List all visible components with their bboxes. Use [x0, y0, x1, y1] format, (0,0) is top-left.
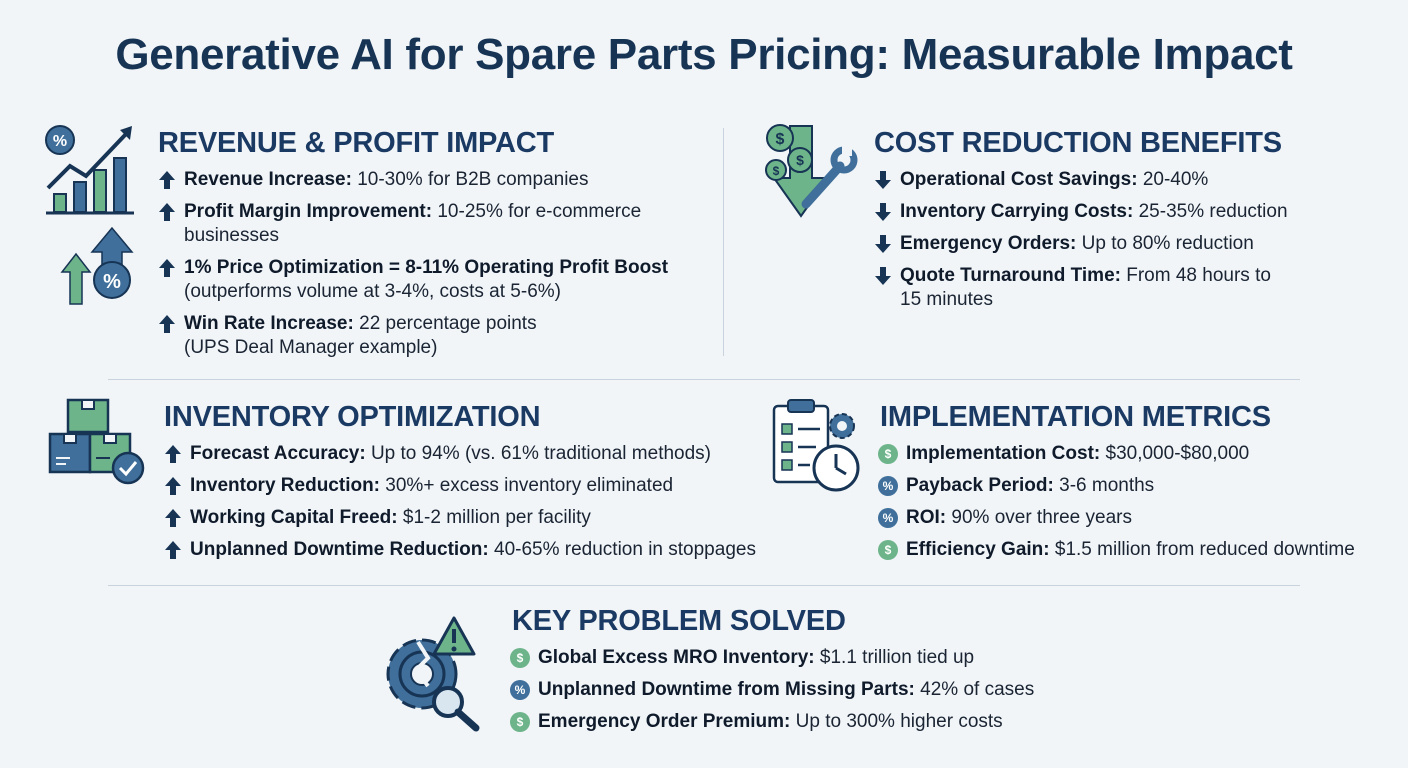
section-heading: REVENUE & PROFIT IMPACT	[158, 127, 555, 159]
list-item: Emergency Orders: Up to 80% reduction	[874, 232, 1288, 256]
section-heading: INVENTORY OPTIMIZATION	[164, 401, 541, 433]
arrow-up-icon	[165, 541, 181, 559]
list-item: % Unplanned Downtime from Missing Parts:…	[510, 678, 1034, 702]
list-item: Forecast Accuracy: Up to 94% (vs. 61% tr…	[164, 442, 756, 466]
page-title: Generative AI for Spare Parts Pricing: M…	[115, 30, 1293, 79]
arrow-up-icon	[165, 509, 181, 527]
arrow-down-icon	[875, 235, 891, 253]
dollar-coin-icon: $	[510, 712, 530, 732]
list-item: $ Implementation Cost: $30,000-$80,000	[878, 442, 1355, 466]
list-item: Win Rate Increase: 22 percentage points …	[158, 312, 668, 360]
broken-gear-warning-icon	[386, 616, 480, 732]
percent-coin-icon: %	[878, 476, 898, 496]
section-heading: KEY PROBLEM SOLVED	[512, 605, 846, 637]
list-item: $ Global Excess MRO Inventory: $1.1 tril…	[510, 646, 1034, 670]
arrow-down-icon	[875, 267, 891, 285]
list-item: Profit Margin Improvement: 10-25% for e-…	[158, 200, 668, 248]
section-inventory: INVENTORY OPTIMIZATION Forecast Accuracy…	[164, 400, 756, 570]
svg-text:%: %	[103, 271, 121, 293]
arrow-up-icon	[159, 259, 175, 277]
arrow-up-icon	[165, 445, 181, 463]
list-item: $ Emergency Order Premium: Up to 300% hi…	[510, 710, 1034, 734]
svg-text:%: %	[53, 133, 67, 150]
dollar-coin-icon: $	[510, 648, 530, 668]
section-revenue: REVENUE & PROFIT IMPACT Revenue Increase…	[158, 126, 668, 368]
dollar-coin-icon: $	[878, 444, 898, 464]
list-item: 1% Price Optimization = 8-11% Operating …	[158, 256, 668, 304]
clipboard-clock-icon	[772, 399, 860, 492]
growth-chart-icon: % %	[45, 125, 134, 305]
dollar-coin-icon: $	[878, 540, 898, 560]
arrow-up-icon	[159, 315, 175, 333]
list-item: Inventory Reduction: 30%+ excess invento…	[164, 474, 756, 498]
section-heading: IMPLEMENTATION METRICS	[880, 401, 1271, 433]
boxes-icon	[48, 398, 145, 485]
list-item: % ROI: 90% over three years	[878, 506, 1355, 530]
list-item: Revenue Increase: 10-30% for B2B compani…	[158, 168, 668, 192]
arrow-down-icon	[875, 203, 891, 221]
list-item: Working Capital Freed: $1-2 million per …	[164, 506, 756, 530]
svg-text:$: $	[773, 164, 780, 178]
svg-text:$: $	[776, 131, 785, 148]
vertical-divider	[723, 128, 724, 356]
list-item: % Payback Period: 3-6 months	[878, 474, 1355, 498]
list-item: Inventory Carrying Costs: 25-35% reducti…	[874, 200, 1288, 224]
arrow-up-icon	[159, 171, 175, 189]
section-problem: KEY PROBLEM SOLVED $ Global Excess MRO I…	[510, 604, 1034, 742]
arrow-up-icon	[159, 203, 175, 221]
list-item: Unplanned Downtime Reduction: 40-65% red…	[164, 538, 756, 562]
list-item: Operational Cost Savings: 20-40%	[874, 168, 1288, 192]
section-implementation: IMPLEMENTATION METRICS $ Implementation …	[878, 400, 1355, 570]
svg-text:$: $	[796, 152, 804, 168]
section-cost: COST REDUCTION BENEFITS Operational Cost…	[874, 126, 1288, 320]
list-item: Quote Turnaround Time: From 48 hours to …	[874, 264, 1288, 312]
arrow-up-icon	[165, 477, 181, 495]
horizontal-divider-top	[108, 379, 1300, 380]
section-heading: COST REDUCTION BENEFITS	[874, 127, 1282, 159]
horizontal-divider-bottom	[108, 585, 1300, 586]
percent-coin-icon: %	[878, 508, 898, 528]
cost-down-icon: $ $ $	[765, 124, 858, 218]
percent-coin-icon: %	[510, 680, 530, 700]
list-item: $ Efficiency Gain: $1.5 million from red…	[878, 538, 1355, 562]
arrow-down-icon	[875, 171, 891, 189]
